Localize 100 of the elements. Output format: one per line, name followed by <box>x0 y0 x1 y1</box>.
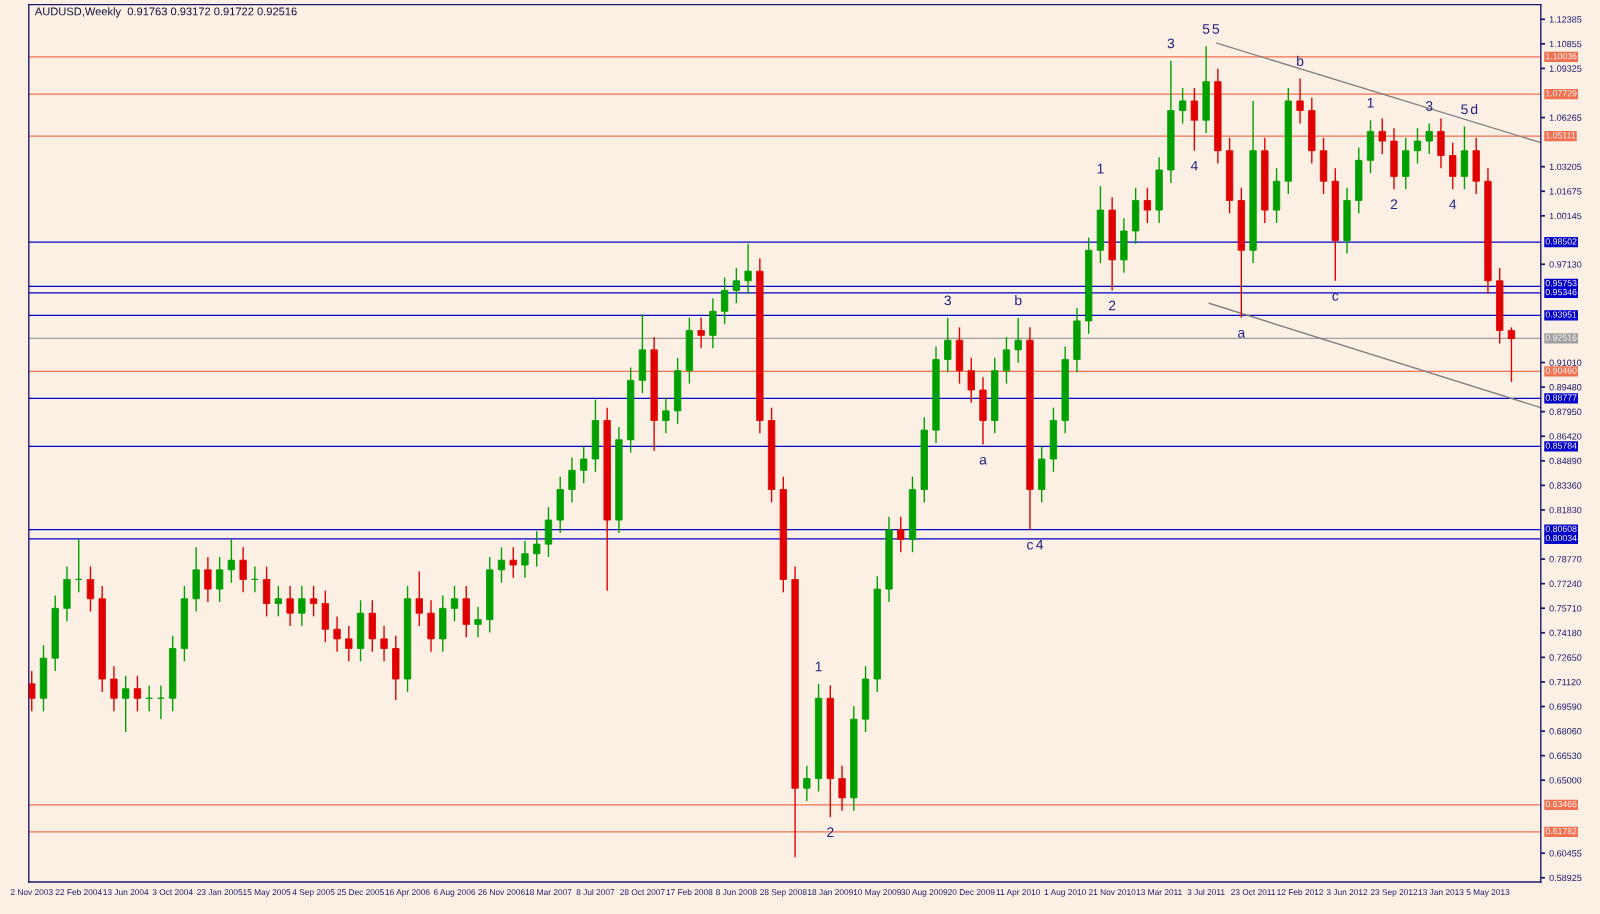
candlestick <box>897 516 905 553</box>
candlestick <box>286 585 294 627</box>
candlestick <box>1378 117 1386 155</box>
candlestick <box>580 445 588 484</box>
candlestick <box>157 684 165 720</box>
candlestick <box>474 606 482 638</box>
x-tick-label: 13 Jan 2013 <box>1418 889 1464 896</box>
candlestick <box>450 585 459 622</box>
y-tick-label: 1.01675 <box>1549 188 1582 195</box>
x-tick-label: 23 Oct 2011 <box>1231 889 1276 896</box>
x-tick-label: 21 Nov 2010 <box>1088 889 1136 896</box>
x-tick-label: 18 Jan 2009 <box>808 889 853 896</box>
candlestick <box>521 540 529 579</box>
y-tick-label: 1.03205 <box>1549 163 1582 171</box>
annotation: 2 <box>1390 199 1398 210</box>
candlestick <box>415 570 423 627</box>
candlestick <box>1178 87 1187 125</box>
y-tick-label: 0.65000 <box>1549 777 1582 784</box>
x-tick-label: 5 May 2013 <box>1466 889 1510 897</box>
y-tick-label: 0.87950 <box>1549 408 1582 416</box>
annotation: c <box>1027 542 1034 550</box>
annotation: 5 <box>1212 24 1220 34</box>
candlestick <box>1507 326 1516 383</box>
ref-line-label: 1.05111 <box>1546 132 1576 139</box>
annotation: 4 <box>1449 199 1457 210</box>
x-tick-label: 3 Oct 2004 <box>152 889 193 896</box>
annotation: b <box>1015 295 1022 306</box>
ref-line-label: 1.10036 <box>1546 53 1577 60</box>
x-tick-label: 13 Jun 2004 <box>103 889 149 896</box>
candlestick <box>732 267 741 304</box>
candlestick <box>274 585 282 618</box>
y-tick-label: 0.66530 <box>1549 752 1582 759</box>
ref-line-label: 0.85784 <box>1545 442 1577 449</box>
candlestick <box>1014 317 1022 364</box>
annotation: 1 <box>1097 163 1104 174</box>
y-tick-label: 0.81830 <box>1549 506 1582 514</box>
candlestick <box>380 625 388 663</box>
annotation: 4 <box>1190 160 1198 171</box>
x-tick-label: 18 Mar 2007 <box>525 889 572 896</box>
candlestick <box>509 546 517 579</box>
y-tick-label: 0.71120 <box>1549 678 1581 686</box>
y-tick-label: 0.58925 <box>1549 874 1582 882</box>
candlestick <box>28 670 36 712</box>
candlestick <box>239 546 247 594</box>
ref-line-label: 0.80034 <box>1545 534 1577 542</box>
candlestick <box>497 546 506 584</box>
candlestick <box>1413 127 1422 165</box>
x-tick-label: 25 Dec 2005 <box>337 889 384 896</box>
y-tick-label: 0.74180 <box>1549 629 1582 637</box>
x-tick-label: 10 May 2009 <box>853 889 901 897</box>
ref-line-label: 0.93951 <box>1545 311 1577 318</box>
annotation: a <box>979 456 987 465</box>
x-tick-label: 20 Dec 2009 <box>948 889 995 896</box>
annotation: 3 <box>1167 38 1175 49</box>
x-tick-label: 16 Apr 2006 <box>385 889 430 897</box>
x-tick-label: 2 Nov 2003 <box>10 889 53 896</box>
candlestick <box>803 765 811 802</box>
candlestick <box>838 765 846 812</box>
y-tick-label: 0.78770 <box>1549 556 1582 563</box>
candlestick <box>533 530 541 568</box>
x-tick-label: 8 Jul 2007 <box>576 888 615 896</box>
x-tick-label: 26 Nov 2006 <box>478 889 525 896</box>
ref-line-label: 1.07729 <box>1546 90 1577 97</box>
ref-line-label: 0.98502 <box>1545 238 1577 245</box>
y-tick-label: 0.77240 <box>1549 580 1582 587</box>
candlestick <box>204 556 212 603</box>
x-tick-label: 13 Mar 2011 <box>1136 889 1182 896</box>
y-tick-label: 1.09325 <box>1549 65 1582 72</box>
annotation: a <box>1238 330 1246 338</box>
y-tick-label: 0.91010 <box>1549 359 1582 366</box>
x-tick-label: 22 Feb 2004 <box>55 888 102 896</box>
annotation: 2 <box>827 827 834 837</box>
candlestick <box>697 317 705 349</box>
annotation: 2 <box>1108 300 1116 311</box>
x-tick-label: 17 Feb 2008 <box>666 888 713 896</box>
x-tick-label: 8 Jun 2008 <box>716 889 757 896</box>
candlestick <box>1449 141 1457 190</box>
candlestick <box>720 276 729 325</box>
x-tick-label: 3 Jun 2012 <box>1326 889 1368 896</box>
candlestick <box>1425 122 1433 155</box>
x-tick-label: 12 Feb 2012 <box>1277 888 1324 896</box>
y-tick-label: 0.89480 <box>1549 384 1582 391</box>
y-tick-label: 1.10855 <box>1549 40 1582 48</box>
annotation: c <box>1332 293 1339 301</box>
y-tick-label: 0.60455 <box>1549 850 1582 857</box>
candlestick <box>568 456 576 504</box>
y-tick-label: 0.72650 <box>1549 654 1582 661</box>
x-tick-label: 11 Apr 2010 <box>996 889 1041 897</box>
x-tick-label: 30 Aug 2009 <box>901 889 948 897</box>
y-tick-label: 0.68060 <box>1549 728 1582 735</box>
annotation: 3 <box>944 295 951 306</box>
chart-title: AUDUSD,Weekly 0.91763 0.93172 0.91722 0.92516 <box>34 7 297 18</box>
ref-line-label: 0.95753 <box>1545 280 1577 287</box>
x-tick-label: 28 Sep 2008 <box>760 889 807 897</box>
candlestick <box>215 556 224 603</box>
y-tick-label: 0.69590 <box>1549 703 1582 710</box>
candlestick <box>1190 87 1199 152</box>
x-tick-label: 4 Sep 2005 <box>292 889 335 897</box>
y-tick-label: 0.75710 <box>1549 605 1582 612</box>
candlestick <box>110 665 118 712</box>
